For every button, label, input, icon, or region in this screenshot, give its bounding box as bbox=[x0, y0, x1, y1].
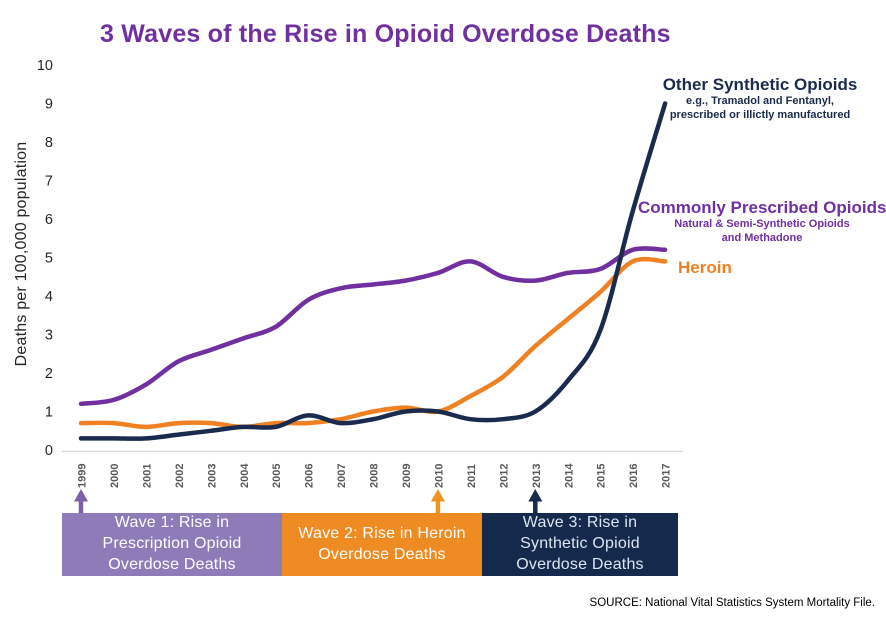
series-line-commonly-prescribed-opioids bbox=[78, 246, 668, 407]
legend-other-synthetic-opioids: Other Synthetic Opioids e.g., Tramadol a… bbox=[640, 74, 880, 123]
wave-3-arrow-head bbox=[528, 489, 543, 502]
x-tick-label: 2007 bbox=[336, 464, 348, 488]
wave-2-box: Wave 2: Rise in Heroin Overdose Deaths bbox=[282, 513, 482, 576]
x-tick-label: 2003 bbox=[206, 464, 218, 488]
wave-2-label-line: Wave 2: Rise in Heroin bbox=[298, 524, 466, 542]
x-tick-label: 2017 bbox=[661, 464, 673, 488]
legend-commonly-prescribed-opioids-subtitle-1: Natural & Semi-Synthetic Opioids bbox=[674, 218, 850, 231]
wave-2-arrow-head bbox=[430, 489, 445, 502]
source-citation: SOURCE: National Vital Statistics System… bbox=[589, 597, 875, 609]
wave-3-box: Wave 3: Rise in Synthetic Opioid Overdose … bbox=[482, 513, 678, 576]
chart-title: 3 Waves of the Rise in Opioid Overdose D… bbox=[100, 20, 671, 48]
wave-3-label-line: Wave 3: Rise in bbox=[522, 514, 638, 532]
x-tick-label: 2001 bbox=[141, 464, 153, 488]
y-tick-label: 2 bbox=[45, 366, 53, 382]
legend-commonly-prescribed-opioids-subtitle-2: and Methadone bbox=[721, 232, 803, 244]
x-tick-label: 2015 bbox=[596, 464, 608, 488]
y-tick-label: 10 bbox=[37, 58, 53, 74]
x-tick-label: 2008 bbox=[369, 464, 381, 488]
wave-3-arrow-stem bbox=[533, 500, 538, 514]
y-tick-label: 4 bbox=[45, 289, 53, 305]
x-tick-label: 2009 bbox=[401, 464, 413, 488]
y-tick-label: 5 bbox=[45, 251, 53, 267]
y-tick-label: 8 bbox=[45, 135, 53, 151]
legend-heroin: Heroin bbox=[678, 257, 798, 278]
wave-3-label-line: Synthetic Opioid bbox=[520, 535, 640, 553]
x-tick-label: 2006 bbox=[304, 464, 316, 488]
wave-1-label-line: Wave 1: Rise in bbox=[114, 514, 230, 532]
wave-3-label-line: Overdose Deaths bbox=[516, 555, 644, 573]
legend-heroin-label: Heroin bbox=[678, 258, 732, 277]
x-tick-label: 2002 bbox=[174, 464, 186, 488]
wave-1-arrow-stem bbox=[78, 500, 84, 514]
wave-1-label-line: Prescription Opioid bbox=[102, 535, 242, 553]
legend-commonly-prescribed-opioids-label: Commonly Prescribed Opioids bbox=[638, 198, 886, 217]
y-tick-label: 9 bbox=[45, 97, 53, 113]
x-tick-label: 2013 bbox=[531, 464, 543, 488]
wave-1-label-line: Overdose Deaths bbox=[108, 555, 236, 573]
x-tick-label: 2005 bbox=[271, 464, 283, 488]
wave-annotation-row: Wave 1: Rise in Prescription Opioid Overdo… bbox=[62, 513, 678, 576]
x-tick-label: 2016 bbox=[628, 464, 640, 488]
legend-other-synthetic-opioids-label: Other Synthetic Opioids bbox=[662, 75, 858, 94]
y-tick-label: 0 bbox=[45, 443, 53, 459]
y-tick-label: 7 bbox=[45, 174, 53, 190]
series-line-other-synthetic-opioids bbox=[78, 101, 668, 441]
x-tick-label: 2000 bbox=[109, 464, 121, 488]
y-tick-label: 3 bbox=[45, 328, 53, 344]
x-tick-label: 2004 bbox=[239, 463, 251, 488]
wave-2-label-line: Overdose Deaths bbox=[318, 545, 446, 563]
wave-1-box: Wave 1: Rise in Prescription Opioid Overdo… bbox=[62, 513, 282, 576]
y-tick-label: 1 bbox=[45, 405, 53, 421]
x-tick-label: 2011 bbox=[466, 464, 478, 488]
y-tick-label: 6 bbox=[45, 212, 53, 228]
legend-commonly-prescribed-opioids: Commonly Prescribed Opioids Natural & Se… bbox=[638, 197, 886, 246]
x-tick-label: 1999 bbox=[77, 464, 89, 488]
series-line-heroin bbox=[78, 256, 668, 430]
x-tick-label: 2010 bbox=[433, 464, 445, 488]
legend-other-synthetic-opioids-subtitle-2: prescribed or illictly manufactured bbox=[669, 109, 851, 121]
legend-other-synthetic-opioids-subtitle-1: e.g., Tramadol and Fentanyl, bbox=[686, 95, 834, 108]
x-tick-label: 2012 bbox=[498, 464, 510, 488]
wave-1-arrow-head bbox=[74, 489, 88, 502]
wave-2-arrow-stem bbox=[435, 500, 441, 514]
x-tick-label: 2014 bbox=[563, 463, 575, 488]
